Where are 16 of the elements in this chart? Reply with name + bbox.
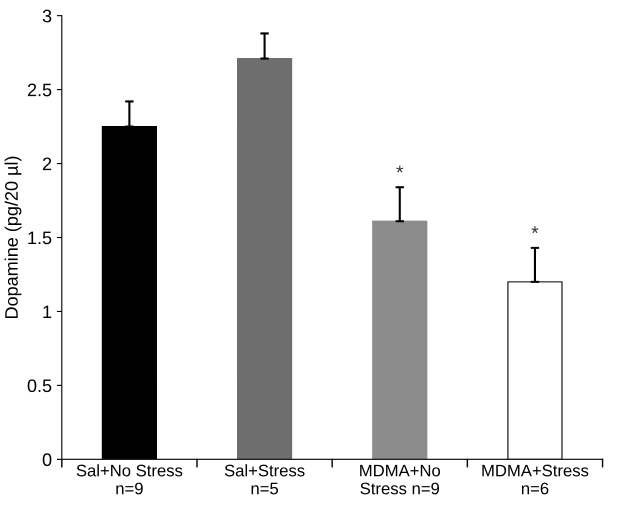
x-tick-label: MDMA+Stress n=6 xyxy=(482,464,588,494)
x-tick-label: MDMA+No Stress n=9 xyxy=(360,464,440,494)
y-tick-label: 2 xyxy=(42,157,52,170)
y-tick-label: 1 xyxy=(43,306,52,318)
bar xyxy=(372,220,428,460)
y-tick-label: 0 xyxy=(42,453,52,466)
x-tick-label: Sal+Stress n=5 xyxy=(224,464,305,494)
annotation: * xyxy=(396,166,404,172)
y-tick-label: 0.5 xyxy=(28,379,52,392)
bar xyxy=(236,58,292,460)
annotation: * xyxy=(531,226,538,234)
x-tick-label: Sal+No Stress n=9 xyxy=(76,464,182,494)
y-tick-label: 3 xyxy=(42,10,52,22)
y-axis-title: Dopamine (pg/20 µl) xyxy=(4,156,22,318)
y-tick-label: 1.5 xyxy=(28,232,52,244)
y-tick-label: 2.5 xyxy=(28,84,52,96)
